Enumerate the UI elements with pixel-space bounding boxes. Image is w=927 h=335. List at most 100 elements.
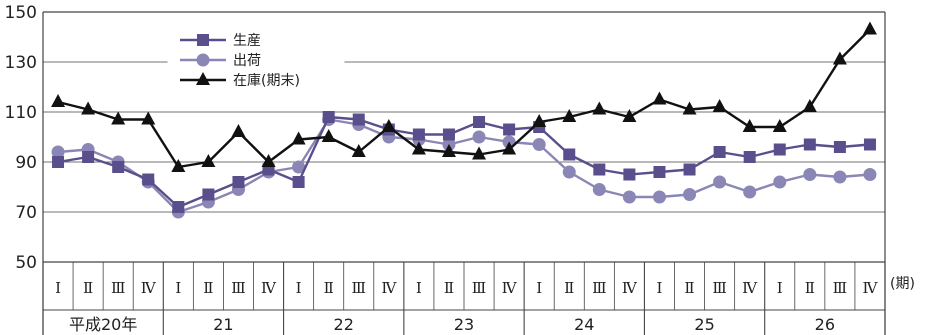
x-tick-label: Ⅰ — [175, 279, 181, 297]
legend-label: 在庫(期末) — [233, 72, 300, 89]
data-point — [713, 175, 727, 189]
y-axis-ticks: 150 130 110 90 70 50 — [5, 3, 37, 273]
data-point — [862, 21, 877, 35]
data-point — [652, 190, 666, 204]
data-point — [863, 168, 877, 181]
x-tick-label: Ⅳ — [742, 279, 758, 297]
data-point — [772, 119, 787, 132]
year-label: 25 — [694, 315, 714, 334]
data-point — [592, 183, 606, 196]
data-point — [593, 163, 606, 176]
data-point — [742, 119, 757, 132]
legend-label: 生産 — [233, 33, 261, 49]
x-tick-label: Ⅲ — [472, 279, 486, 297]
x-tick-label: Ⅱ — [564, 279, 574, 297]
data-point — [682, 101, 697, 115]
x-tick-label: Ⅰ — [55, 279, 61, 297]
legend-label: 出荷 — [233, 53, 261, 69]
data-point — [802, 99, 817, 112]
x-tick-label: Ⅲ — [352, 279, 366, 297]
x-tick-label: Ⅱ — [805, 279, 815, 297]
data-point — [201, 154, 216, 167]
data-point — [562, 165, 576, 179]
series-line — [57, 115, 871, 209]
data-point — [532, 138, 546, 151]
series-lines — [51, 21, 877, 219]
data-point — [803, 168, 817, 181]
x-tick-label: Ⅲ — [712, 279, 726, 297]
data-point — [141, 111, 156, 125]
data-point — [532, 114, 547, 127]
series-line — [57, 118, 871, 214]
data-point — [202, 188, 215, 201]
data-point — [562, 109, 577, 122]
legend-marker — [196, 53, 210, 67]
data-point — [52, 156, 65, 168]
data-point — [563, 148, 576, 161]
data-point — [81, 101, 96, 115]
data-point — [351, 144, 366, 157]
data-point — [172, 201, 185, 213]
x-tick-label: Ⅳ — [622, 279, 638, 297]
data-point — [411, 141, 426, 155]
data-point — [231, 124, 246, 137]
data-point — [412, 128, 425, 141]
legend-box — [167, 21, 345, 91]
x-tick-label: Ⅱ — [324, 279, 334, 297]
data-point — [322, 111, 335, 123]
x-tick-label: Ⅰ — [777, 279, 783, 297]
x-tick-label: Ⅳ — [261, 279, 277, 297]
data-point — [232, 176, 245, 188]
x-tick-label: Ⅰ — [536, 279, 542, 297]
x-tick-label: Ⅲ — [833, 279, 847, 297]
x-tick-label: Ⅰ — [656, 279, 662, 297]
series-square — [52, 111, 876, 213]
data-point — [773, 175, 787, 189]
y-tick-label: 130 — [5, 53, 37, 73]
data-point — [51, 94, 66, 107]
data-point — [381, 119, 396, 132]
data-point — [321, 129, 336, 142]
data-point — [261, 154, 276, 167]
x-tick-label: Ⅱ — [444, 279, 454, 297]
data-point — [803, 138, 816, 151]
data-point — [833, 170, 847, 184]
data-point — [653, 166, 666, 178]
data-point — [713, 146, 726, 158]
data-point — [652, 91, 667, 105]
y-tick-label: 150 — [5, 3, 37, 23]
legend-marker — [196, 72, 210, 85]
x-tick-label: Ⅱ — [203, 279, 213, 297]
x-axis-unit-label: (期) — [890, 276, 915, 292]
y-tick-label: 50 — [15, 253, 37, 273]
data-point — [51, 145, 65, 159]
data-point — [292, 176, 305, 188]
data-point — [142, 173, 155, 186]
data-point — [683, 188, 697, 201]
data-point — [292, 160, 306, 174]
x-tick-label: Ⅲ — [592, 279, 606, 297]
data-point — [442, 128, 455, 141]
data-point — [592, 101, 607, 115]
data-point — [622, 190, 636, 204]
y-tick-label: 70 — [15, 203, 37, 223]
x-tick-label: Ⅳ — [502, 279, 518, 297]
data-point — [112, 161, 125, 173]
data-point — [291, 131, 306, 145]
x-tick-label: Ⅰ — [416, 279, 422, 297]
data-point — [441, 144, 456, 157]
data-point — [833, 141, 846, 153]
year-label: 26 — [815, 315, 835, 334]
series-line — [57, 28, 871, 169]
data-point — [473, 116, 486, 128]
year-label: 22 — [334, 315, 354, 334]
data-point — [623, 168, 636, 181]
data-point — [503, 123, 516, 136]
legend-marker — [197, 34, 209, 46]
data-point — [171, 159, 186, 172]
data-point — [472, 130, 486, 144]
data-point — [82, 151, 95, 163]
